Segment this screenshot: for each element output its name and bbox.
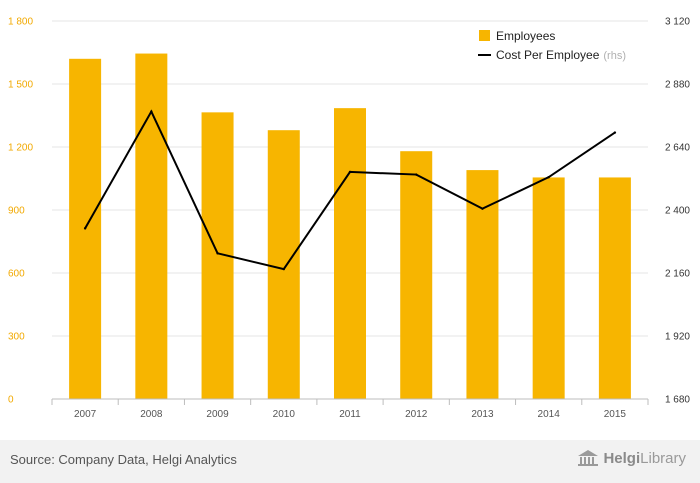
y-left-tick-label: 1 800 [8, 17, 33, 28]
x-tick-label: 2008 [140, 409, 163, 420]
bar-employees [400, 151, 433, 399]
y-right-tick-label: 3 120 [665, 17, 690, 28]
x-tick-label: 2015 [604, 409, 627, 420]
bar-employees [334, 108, 366, 400]
x-tick-label: 2007 [74, 409, 97, 420]
y-left-tick-label: 300 [8, 332, 25, 343]
y-axis-left: 0 300 600 900 1 200 1 500 1 800 [8, 17, 33, 406]
point-cost-per-employee [613, 131, 617, 134]
cost-per-employee-line [83, 109, 617, 271]
point-cost-per-employee [415, 173, 418, 176]
legend-swatch-employees [479, 30, 490, 41]
legend-label-employees: Employees [496, 29, 555, 43]
point-cost-per-employee [83, 227, 87, 230]
y-right-tick-label: 2 400 [665, 206, 690, 217]
x-tick-label: 2014 [538, 409, 561, 420]
x-tick-label: 2009 [206, 409, 229, 420]
point-cost-per-employee [481, 207, 484, 210]
point-cost-per-employee [150, 110, 153, 113]
point-cost-per-employee [282, 267, 285, 271]
x-tick-label: 2013 [471, 409, 494, 420]
point-cost-per-employee [547, 175, 550, 179]
helgi-library-logo: HelgiLibrary [577, 449, 686, 467]
bar-employees [532, 177, 565, 399]
y-right-tick-label: 2 880 [665, 80, 690, 91]
y-right-tick-label: 2 160 [665, 269, 690, 280]
y-right-tick-label: 1 920 [665, 332, 690, 343]
y-left-tick-label: 900 [8, 206, 25, 217]
library-building-icon [578, 450, 599, 466]
y-left-tick-label: 1 500 [8, 80, 33, 91]
bar-employees [267, 130, 300, 399]
x-tick-label: 2010 [273, 409, 296, 420]
y-left-tick-label: 1 200 [8, 143, 33, 154]
point-cost-per-employee [348, 170, 352, 174]
x-tick-label: 2011 [339, 409, 361, 420]
x-tick-label: 2012 [405, 409, 428, 420]
x-axis: 2007 2008 2009 2010 2011 2012 2013 2014 2015 [51, 398, 649, 420]
legend: Employees Cost Per Employee (rhs) [478, 29, 626, 62]
bar-employees [135, 53, 168, 400]
y-right-tick-label: 2 640 [665, 143, 690, 154]
y-left-tick-label: 0 [8, 395, 14, 406]
employees-bars [69, 53, 631, 400]
point-cost-per-employee [216, 252, 219, 255]
footer: Source: Company Data, Helgi Analytics He… [0, 440, 700, 483]
legend-label-cost-per-employee: Cost Per Employee (rhs) [496, 48, 626, 62]
source-note: Source: Company Data, Helgi Analytics [10, 452, 237, 467]
y-axis-right: 1 680 1 920 2 160 2 400 2 640 2 880 3 120 [665, 17, 690, 406]
bar-employees [598, 177, 631, 399]
y-left-tick-label: 600 [8, 269, 25, 280]
chart: 2007 2008 2009 2010 2011 2012 2013 2014 2015 0 30… [8, 17, 690, 421]
y-right-tick-label: 1 680 [665, 395, 690, 406]
